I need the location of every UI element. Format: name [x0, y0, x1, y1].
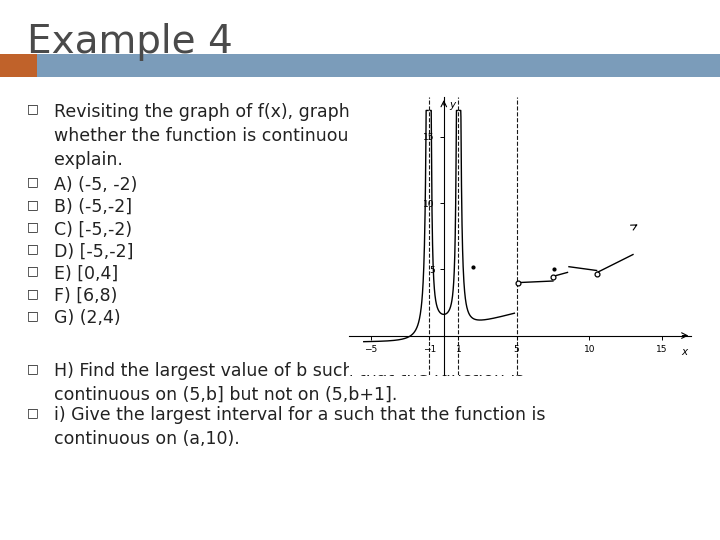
- Text: B) (-5,-2]: B) (-5,-2]: [54, 198, 132, 216]
- Text: □: □: [27, 406, 39, 419]
- Text: E) [0,4]: E) [0,4]: [54, 265, 118, 282]
- Text: H) Find the largest value of b such that the function is
continuous on (5,b] but: H) Find the largest value of b such that…: [54, 362, 524, 404]
- Text: □: □: [27, 309, 39, 322]
- Text: □: □: [27, 287, 39, 300]
- Text: □: □: [27, 103, 39, 116]
- Text: x: x: [681, 347, 687, 357]
- Text: A) (-5, -2): A) (-5, -2): [54, 176, 138, 193]
- FancyBboxPatch shape: [0, 54, 720, 77]
- FancyBboxPatch shape: [0, 54, 37, 77]
- Text: □: □: [27, 198, 39, 211]
- Text: y: y: [449, 100, 456, 110]
- Text: C) [-5,-2): C) [-5,-2): [54, 220, 132, 238]
- Text: i) Give the largest interval for a such that the function is
continuous on (a,10: i) Give the largest interval for a such …: [54, 406, 546, 448]
- Text: D) [-5,-2]: D) [-5,-2]: [54, 242, 133, 260]
- Text: □: □: [27, 265, 39, 278]
- Text: G) (2,4): G) (2,4): [54, 309, 121, 327]
- Text: □: □: [27, 220, 39, 233]
- Text: □: □: [27, 176, 39, 188]
- Text: □: □: [27, 362, 39, 375]
- Text: Example 4: Example 4: [27, 23, 233, 60]
- Text: □: □: [27, 242, 39, 255]
- Text: F) [6,8): F) [6,8): [54, 287, 117, 305]
- Text: Revisiting the graph of f(x), graphus interruptus, determine
whether the functio: Revisiting the graph of f(x), graphus in…: [54, 103, 587, 169]
